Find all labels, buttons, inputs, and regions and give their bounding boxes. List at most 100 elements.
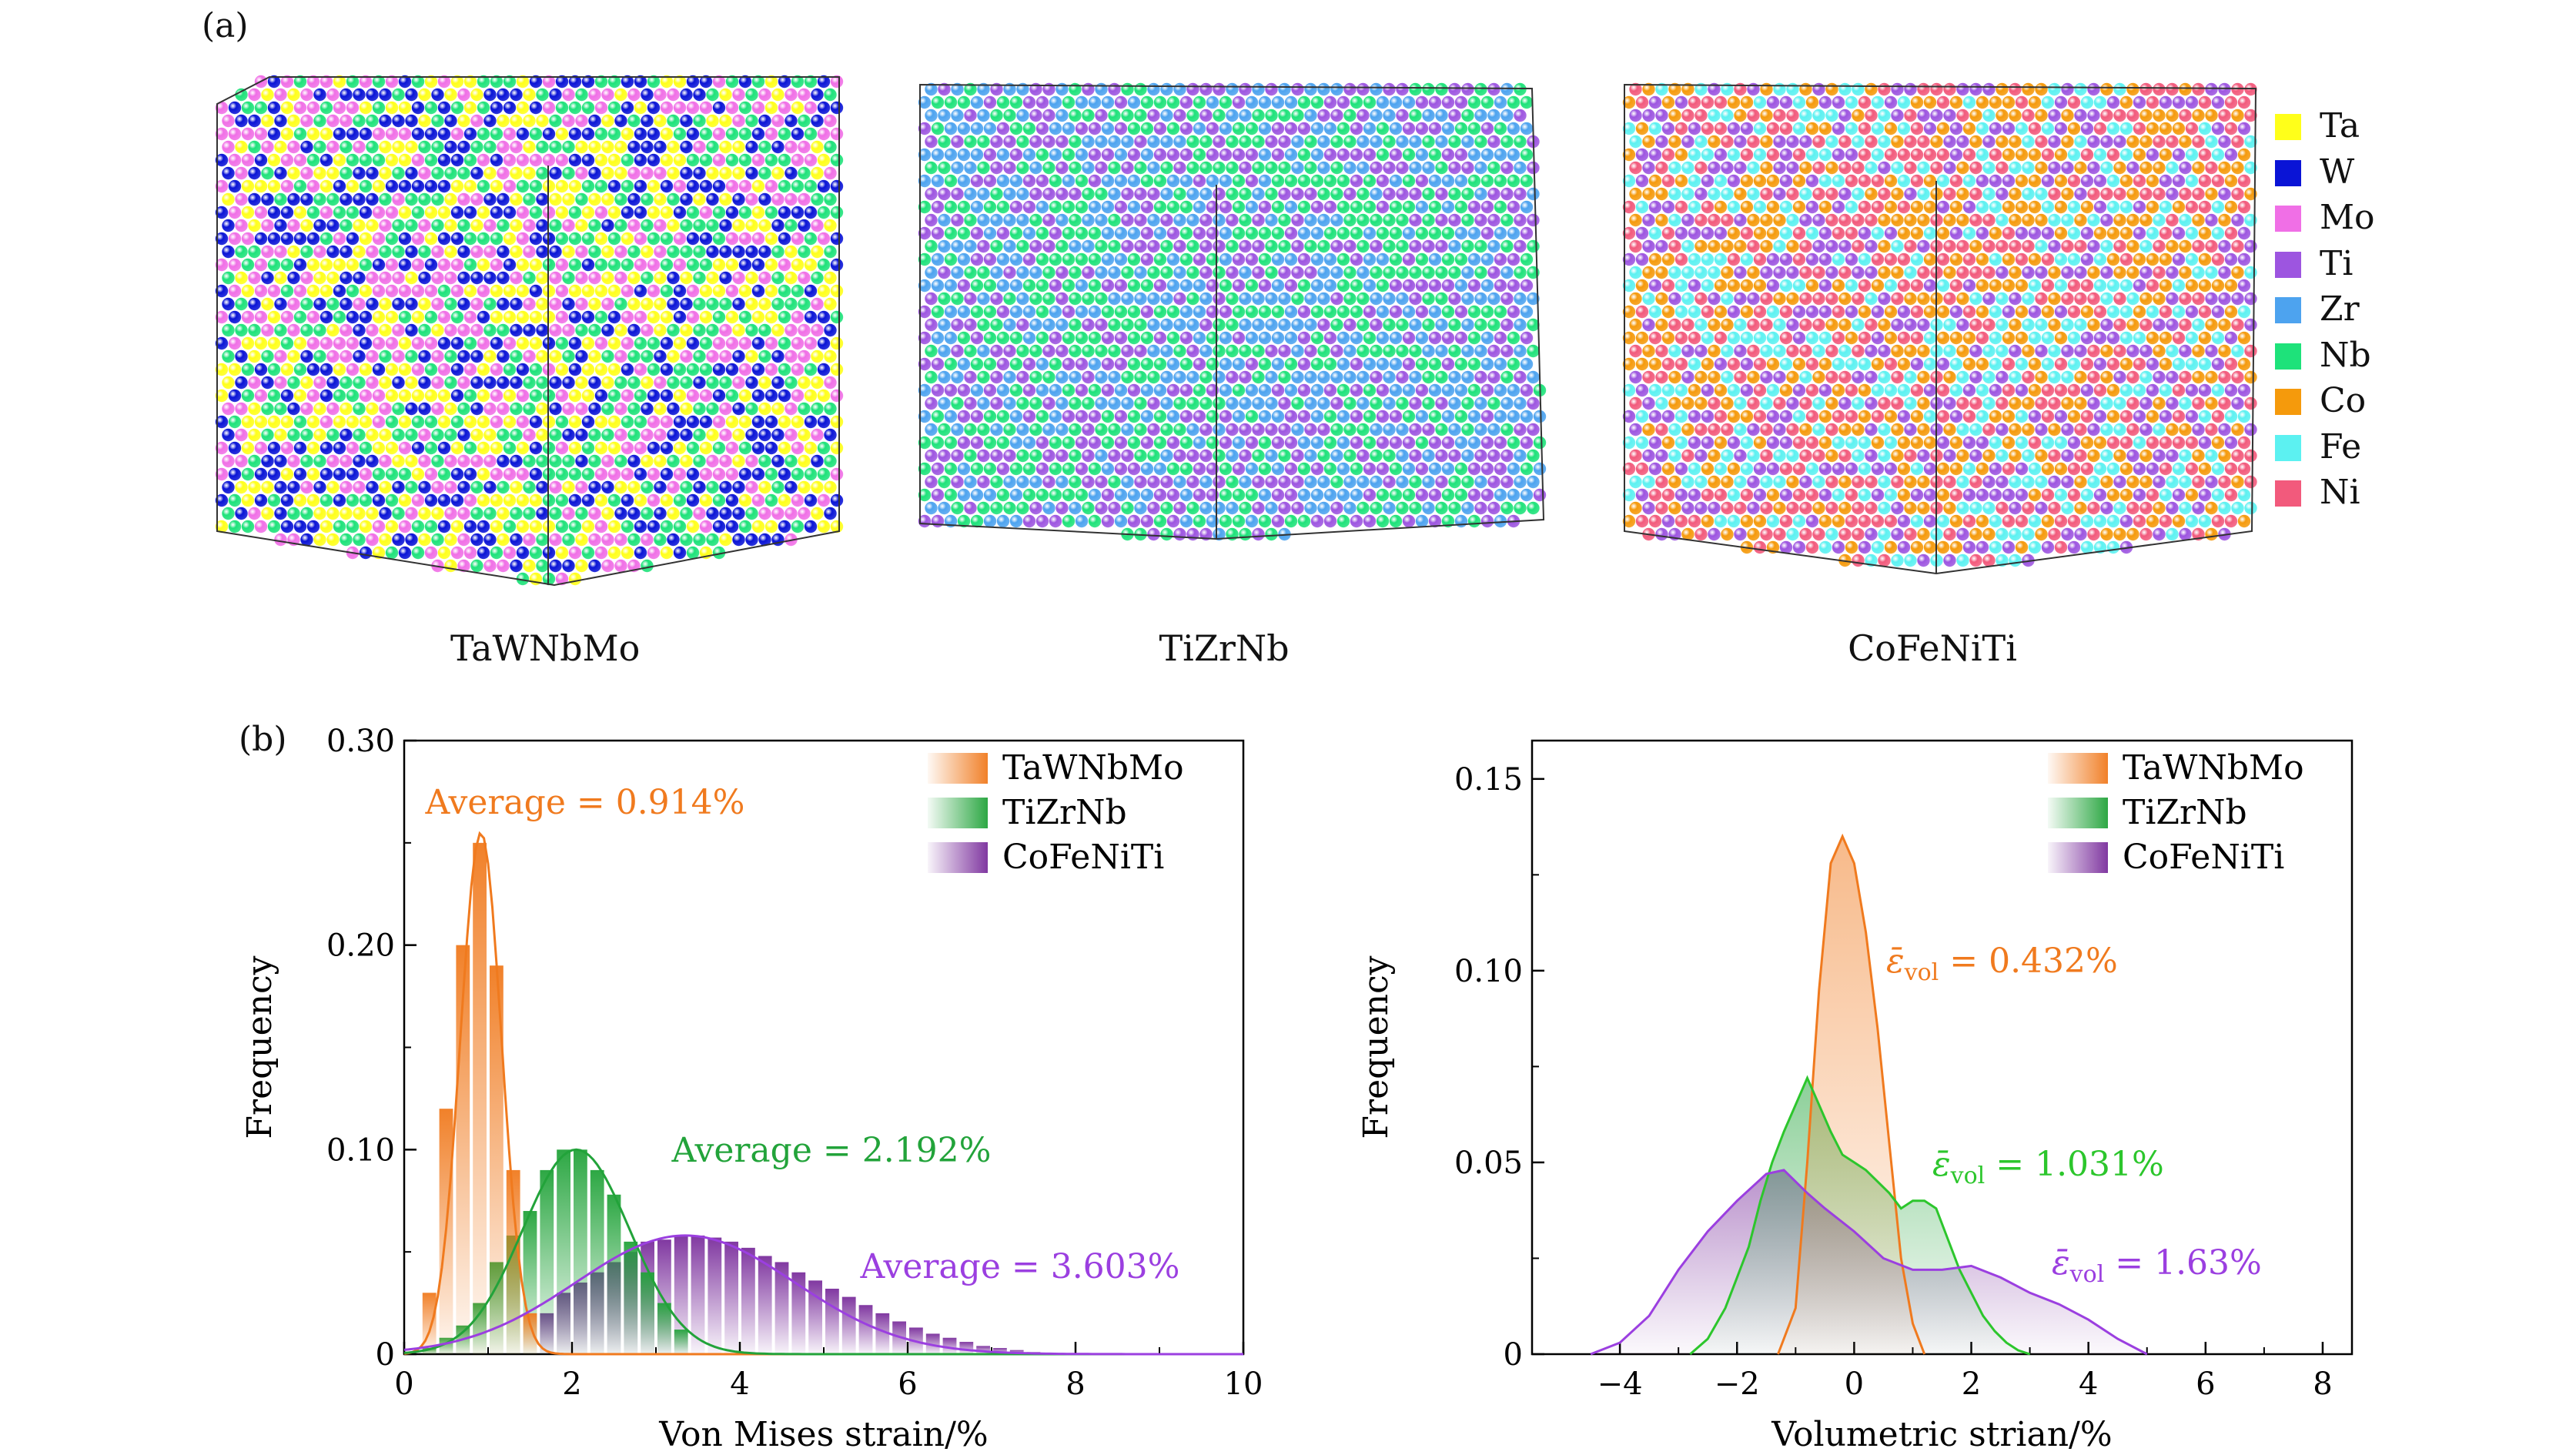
atom	[706, 192, 719, 206]
atom	[764, 179, 778, 193]
atom	[241, 284, 255, 298]
atom	[549, 245, 562, 259]
atom	[588, 245, 601, 259]
atom	[581, 75, 595, 89]
atom	[411, 179, 425, 193]
atom	[680, 88, 693, 102]
atom	[510, 192, 523, 206]
atom	[771, 192, 785, 206]
atom	[477, 179, 490, 193]
atom	[699, 232, 713, 246]
atom	[235, 271, 248, 285]
atom	[634, 127, 647, 141]
atom	[293, 232, 307, 246]
atom	[647, 179, 661, 193]
atom	[758, 271, 771, 285]
atom	[660, 179, 674, 193]
atom	[326, 114, 340, 128]
atom	[450, 232, 464, 246]
atom	[293, 258, 307, 272]
atom	[758, 245, 771, 259]
atom	[431, 245, 444, 259]
atom	[398, 179, 412, 193]
atom	[732, 219, 745, 232]
atom	[699, 75, 713, 89]
atom	[654, 166, 667, 180]
atom	[254, 206, 268, 219]
atom	[306, 232, 320, 246]
atom	[359, 258, 373, 272]
atom	[725, 179, 739, 193]
atom	[366, 88, 379, 102]
atom	[555, 258, 569, 272]
atom	[719, 192, 732, 206]
atom	[287, 219, 300, 232]
atom	[568, 101, 582, 115]
atom	[392, 140, 405, 154]
atom	[542, 127, 556, 141]
atom	[654, 219, 667, 232]
atom	[751, 153, 765, 167]
atom	[333, 127, 346, 141]
atom	[470, 140, 483, 154]
atom	[450, 101, 464, 115]
atom	[385, 75, 399, 89]
atom	[764, 258, 778, 272]
atom	[758, 114, 771, 128]
atom	[607, 101, 621, 115]
atom	[581, 258, 595, 272]
atom	[654, 245, 667, 259]
atom	[614, 88, 627, 102]
atom	[529, 153, 543, 167]
atom	[562, 166, 575, 180]
atom	[641, 271, 654, 285]
atom	[228, 284, 242, 298]
atom	[621, 127, 634, 141]
atom	[641, 114, 654, 128]
atom	[287, 166, 300, 180]
atom	[450, 179, 464, 193]
atom	[241, 153, 255, 167]
atom	[555, 153, 569, 167]
atom	[411, 101, 425, 115]
atom	[732, 140, 745, 154]
atom	[667, 114, 680, 128]
atom	[725, 127, 739, 141]
atom	[758, 140, 771, 154]
atom	[228, 153, 242, 167]
atom	[706, 88, 719, 102]
atom	[621, 206, 634, 219]
atom	[686, 127, 700, 141]
atom	[719, 114, 732, 128]
atom	[798, 271, 811, 285]
atom	[411, 75, 425, 89]
atom	[660, 206, 674, 219]
atom	[529, 101, 543, 115]
atom	[673, 101, 687, 115]
atom	[293, 75, 307, 89]
atom	[398, 206, 412, 219]
atom	[340, 166, 353, 180]
atom	[359, 101, 373, 115]
atom	[654, 192, 667, 206]
atom	[222, 192, 235, 206]
atom	[248, 114, 261, 128]
atom	[248, 192, 261, 206]
atom	[235, 140, 248, 154]
atom	[627, 166, 641, 180]
atom	[326, 245, 340, 259]
atom	[785, 192, 798, 206]
atom	[497, 271, 510, 285]
atom	[353, 245, 366, 259]
atom	[673, 258, 687, 272]
atom	[463, 232, 477, 246]
atom	[778, 258, 791, 272]
atom	[555, 75, 569, 89]
atom	[333, 75, 346, 89]
atom	[333, 101, 346, 115]
atom	[353, 166, 366, 180]
atom	[280, 206, 294, 219]
atom	[463, 127, 477, 141]
atom	[568, 258, 582, 272]
